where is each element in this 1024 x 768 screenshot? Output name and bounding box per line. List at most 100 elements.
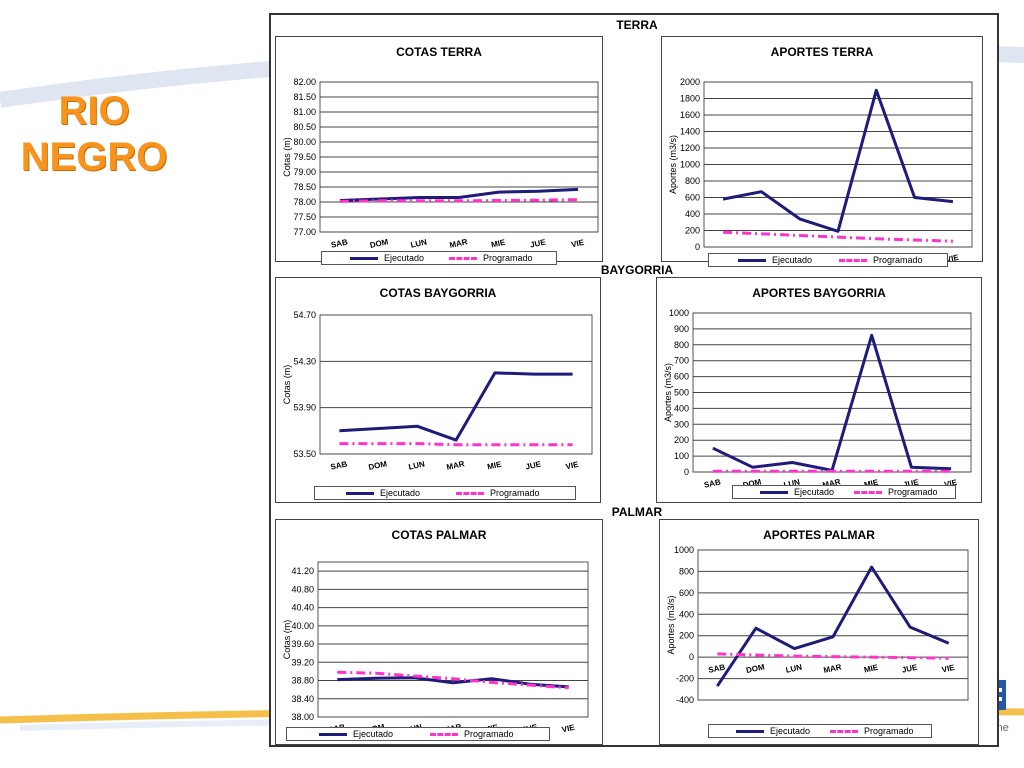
cotas-palmar-xtick: VIE	[561, 723, 576, 735]
aportes-terra-ytick: 1000	[680, 160, 700, 170]
aportes-palmar-plot-area	[697, 549, 969, 701]
legend-item-ejecutado: Ejecutado	[346, 488, 420, 498]
legend-swatch	[839, 258, 867, 262]
aportes-palmar-ytick: 400	[679, 609, 694, 619]
aportes-baygorria-ytick: 100	[674, 451, 689, 461]
cotas-palmar-plot-area	[317, 561, 589, 718]
aportes-baygorria-ytick: 300	[674, 419, 689, 429]
legend-label: Programado	[483, 253, 533, 263]
aportes-terra-ytick: 1800	[680, 94, 700, 104]
cotas-baygorria-plot-area	[319, 314, 593, 455]
legend-label: Programado	[888, 487, 938, 497]
aportes-baygorria-ytick: 1000	[669, 308, 689, 318]
cotas-palmar-ytick: 41.20	[291, 566, 314, 576]
cotas-palmar-ytick: 40.00	[291, 621, 314, 631]
slide-title: RIO NEGRO	[14, 88, 174, 180]
cotas-baygorria-xtick: MIE	[486, 460, 502, 472]
cotas-palmar-ytick: 40.40	[291, 603, 314, 613]
cotas-terra-xtick: VIE	[570, 238, 585, 250]
cotas-terra-ytick: 78.50	[293, 182, 316, 192]
chart-cotas-palmar: COTAS PALMAR 41.20 40.80 40.40 40.00 39.60 39.…	[275, 519, 603, 745]
aportes-terra-ytick: 200	[685, 226, 700, 236]
legend-label: Programado	[864, 726, 914, 736]
legend-item-ejecutado: Ejecutado	[736, 726, 810, 736]
legend-item-programado: Programado	[430, 729, 514, 739]
legend-item-ejecutado: Ejecutado	[350, 253, 424, 263]
cotas-terra-ytick: 78.00	[293, 197, 316, 207]
aportes-palmar-ytick: 800	[679, 566, 694, 576]
legend-label: Ejecutado	[353, 729, 394, 739]
aportes-palmar-xtick: VIE	[941, 663, 956, 675]
cotas-terra-xtick: DOM	[369, 237, 389, 250]
aportes-palmar-ytick: 0	[689, 652, 694, 662]
legend-item-programado: Programado	[830, 726, 914, 736]
cotas-baygorria-xtick: DOM	[368, 459, 388, 472]
cotas-baygorria-ytick: 53.90	[293, 403, 316, 413]
cotas-terra-ytick: 79.00	[293, 167, 316, 177]
cotas-terra-ytick: 81.00	[293, 107, 316, 117]
aportes-terra-series-ejecutado	[722, 88, 954, 233]
legend-item-programado: Programado	[456, 488, 540, 498]
legend-swatch	[319, 732, 347, 736]
chart-cotas-terra: COTAS TERRA 82.00 81.50 81.00 80.50 80.00 79.5…	[275, 36, 603, 265]
aportes-terra-ytick: 0	[695, 242, 700, 252]
aportes-terra-title: APORTES TERRA	[770, 45, 874, 59]
aportes-terra-ytick: 1600	[680, 110, 700, 120]
cotas-palmar-ylabel: Cotas (m)	[282, 620, 292, 660]
legend-swatch	[736, 729, 764, 733]
aportes-palmar-series-programado	[717, 652, 949, 660]
aportes-palmar-title: APORTES PALMAR	[763, 528, 875, 542]
cotas-terra-xtick: MAR	[449, 237, 469, 250]
legend-item-ejecutado: Ejecutado	[760, 487, 834, 497]
aportes-baygorria-ytick: 0	[684, 467, 689, 477]
aportes-baygorria-xtick: VIE	[943, 478, 958, 490]
cotas-palmar-ytick: 38.80	[291, 676, 314, 686]
aportes-terra-series-programado	[723, 230, 953, 243]
legend-label: Programado	[490, 488, 540, 498]
cotas-baygorria-plot: 54.70 54.30 53.90 53.50 Cotas (m) SAB DOM LUN MA…	[282, 310, 593, 472]
chart-aportes-palmar: APORTES PALMAR 1000 800 600 400 200 0 -200 -400 A…	[659, 519, 979, 745]
legend-swatch	[430, 732, 458, 736]
aportes-palmar-legend: Ejecutado Programado	[708, 724, 932, 738]
cotas-baygorria-xtick: SAB	[330, 459, 349, 471]
aportes-baygorria-ytick: 900	[674, 324, 689, 334]
aportes-palmar-ytick: -400	[676, 695, 694, 705]
cotas-terra-ytick: 77.50	[293, 212, 316, 222]
aportes-palmar-series-ejecutado	[716, 565, 950, 687]
aportes-baygorria-legend: Ejecutado Programado	[732, 485, 956, 499]
aportes-palmar-xtick: SAB	[708, 662, 727, 674]
legend-swatch	[456, 491, 484, 495]
legend-label: Programado	[873, 255, 923, 265]
legend-label: Ejecutado	[384, 253, 425, 263]
legend-item-programado: Programado	[854, 487, 938, 497]
cotas-terra-legend: Ejecutado Programado	[321, 251, 557, 265]
cotas-terra-xtick: JUE	[529, 237, 547, 249]
aportes-palmar-xtick: MAR	[823, 662, 843, 675]
chart-aportes-baygorria: APORTES BAYGORRIA 1000 900 800 700 600 500 400 3…	[656, 277, 982, 503]
aportes-palmar-xtick: LUN	[785, 663, 803, 675]
cotas-terra-xtick: MIE	[490, 238, 506, 250]
cotas-baygorria-title: COTAS BAYGORRIA	[379, 286, 497, 300]
aportes-terra-legend: Ejecutado Programado	[708, 253, 948, 267]
aportes-terra-ytick: 800	[685, 176, 700, 186]
cotas-baygorria-ytick: 53.50	[293, 449, 316, 459]
aportes-terra-ytick: 600	[685, 193, 700, 203]
slide-title-line1: RIO	[58, 89, 130, 133]
aportes-palmar-ytick: 200	[679, 631, 694, 641]
aportes-baygorria-title: APORTES BAYGORRIA	[752, 286, 886, 300]
legend-label: Programado	[464, 729, 514, 739]
cotas-palmar-ytick: 40.80	[291, 584, 314, 594]
section-terra: TERRA	[616, 18, 658, 32]
cotas-terra-ylabel: Cotas (m)	[282, 137, 292, 177]
cotas-baygorria-xtick: JUE	[525, 459, 543, 471]
aportes-terra-plot: 2000180016001400120010008006004002000Apo…	[668, 77, 973, 261]
cotas-baygorria-series-ejecutado	[339, 371, 573, 442]
cotas-baygorria-xtick: LUN	[408, 459, 426, 471]
legend-item-programado: Programado	[839, 255, 923, 265]
legend-item-ejecutado: Ejecutado	[319, 729, 393, 739]
section-palmar: PALMAR	[611, 505, 663, 519]
cotas-terra-series-programado	[339, 198, 579, 203]
legend-label: Ejecutado	[380, 488, 421, 498]
aportes-palmar-ytick: 1000	[674, 545, 694, 555]
cotas-baygorria-series-programado	[339, 442, 573, 447]
